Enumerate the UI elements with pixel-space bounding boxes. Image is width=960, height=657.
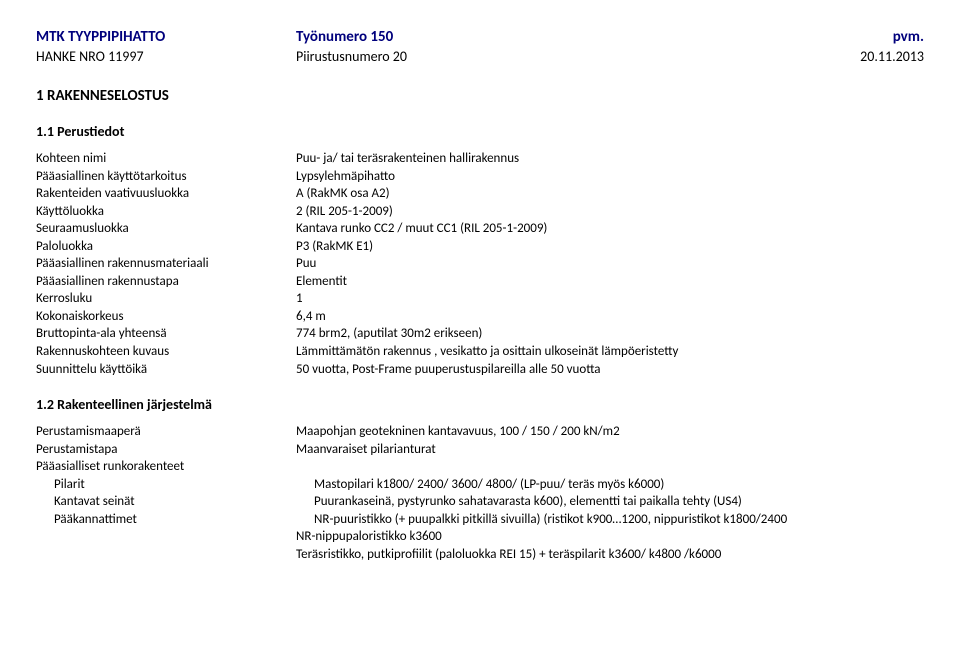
kv-value-continuation: NR-nippupaloristikko k3600 [36,528,924,546]
kv-key: Rakennuskohteen kuvaus [36,343,296,361]
kv-row: Pääasiallinen rakennusmateriaaliPuu [36,255,924,273]
kv-row: SeuraamusluokkaKantava runko CC2 / muut … [36,220,924,238]
kv-key: Paloluokka [36,238,296,256]
kv-row: Pääasialliset runkorakenteet [36,458,924,476]
kv-key: Pääkannattimet [36,511,314,529]
kv-key: Käyttöluokka [36,203,296,221]
kv-key: Pääasiallinen rakennusmateriaali [36,255,296,273]
kv-row: Suunnittelu käyttöikä50 vuotta, Post-Fra… [36,361,924,379]
kv-value: Kantava runko CC2 / muut CC1 (RIL 205-1-… [296,220,924,238]
kv-key: Pääasialliset runkorakenteet [36,458,296,476]
kv-row: PaloluokkaP3 (RakMK E1) [36,238,924,256]
kv-key: Kokonaiskorkeus [36,308,296,326]
kv-row: Bruttopinta-ala yhteensä774 brm2, (aputi… [36,325,924,343]
kv-key: Perustamistapa [36,441,296,459]
kv-value: P3 (RakMK E1) [296,238,924,256]
kv-row: Käyttöluokka2 (RIL 205-1-2009) [36,203,924,221]
kv-key: Kohteen nimi [36,150,296,168]
kv-row: Kantavat seinätPuurankaseinä, pystyrunko… [36,493,924,511]
kv-row: Rakennuskohteen kuvausLämmittämätön rake… [36,343,924,361]
kv-key: Pilarit [36,476,314,494]
kv-key: Bruttopinta-ala yhteensä [36,325,296,343]
kv-value: 774 brm2, (aputilat 30m2 erikseen) [296,325,924,343]
kv-row: Pääasiallinen käyttötarkoitusLypsylehmäp… [36,168,924,186]
kv-key: Pääasiallinen rakennustapa [36,273,296,291]
kv-value: Lämmittämätön rakennus , vesikatto ja os… [296,343,924,361]
kv-row: Pääasiallinen rakennustapaElementit [36,273,924,291]
kv-value: Mastopilari k1800/ 2400/ 3600/ 4800/ (LP… [314,476,924,494]
kv-row: Kokonaiskorkeus6,4 m [36,308,924,326]
doc-title: MTK TYYPPIPIHATTO [36,28,296,46]
date-value: 20.11.2013 [804,48,924,65]
kv-value: 1 [296,290,924,308]
kv-key: Pääasiallinen käyttötarkoitus [36,168,296,186]
kv-key: Seuraamusluokka [36,220,296,238]
kv-row: Rakenteiden vaativuusluokkaA (RakMK osa … [36,185,924,203]
kv-key: Suunnittelu käyttöikä [36,361,296,379]
kv-value: 6,4 m [296,308,924,326]
subsection-heading: 1.1 Perustiedot [36,123,924,140]
kv-value: Puu [296,255,924,273]
kv-value: Lypsylehmäpihatto [296,168,924,186]
kv-value: A (RakMK osa A2) [296,185,924,203]
work-number: Työnumero 150 [296,28,804,46]
kv-row: PerustamismaaperäMaapohjan geotekninen k… [36,423,924,441]
kv-row: PerustamistapaMaanvaraiset pilarianturat [36,441,924,459]
kv-key: Kerrosluku [36,290,296,308]
date-label: pvm. [804,28,924,46]
section-heading: 1 RAKENNESELOSTUS [36,87,924,105]
kv-value: Maanvaraiset pilarianturat [296,441,924,459]
kv-value-continuation: Teräsristikko, putkiprofiilit (paloluokk… [36,546,924,564]
drawing-number: Piirustusnumero 20 [296,48,804,65]
project-number: HANKE NRO 11997 [36,48,296,65]
kv-key: Rakenteiden vaativuusluokka [36,185,296,203]
kv-value: Puu- ja/ tai teräsrakenteinen halliraken… [296,150,924,168]
kv-key: Perustamismaaperä [36,423,296,441]
kv-value: Maapohjan geotekninen kantavavuus, 100 /… [296,423,924,441]
kv-value: NR-puuristikko (+ puupalkki pitkillä siv… [314,511,924,529]
kv-value: 2 (RIL 205-1-2009) [296,203,924,221]
kv-key: Kantavat seinät [36,493,314,511]
kv-value [296,458,924,476]
kv-row: PilaritMastopilari k1800/ 2400/ 3600/ 48… [36,476,924,494]
kv-value: Puurankaseinä, pystyrunko sahatavarasta … [314,493,924,511]
kv-row: Kerrosluku1 [36,290,924,308]
kv-value: Elementit [296,273,924,291]
kv-value: 50 vuotta, Post-Frame puuperustuspilarei… [296,361,924,379]
subsection-heading: 1.2 Rakenteellinen järjestelmä [36,396,924,413]
kv-row: Kohteen nimiPuu- ja/ tai teräsrakenteine… [36,150,924,168]
kv-row: PääkannattimetNR-puuristikko (+ puupalkk… [36,511,924,529]
